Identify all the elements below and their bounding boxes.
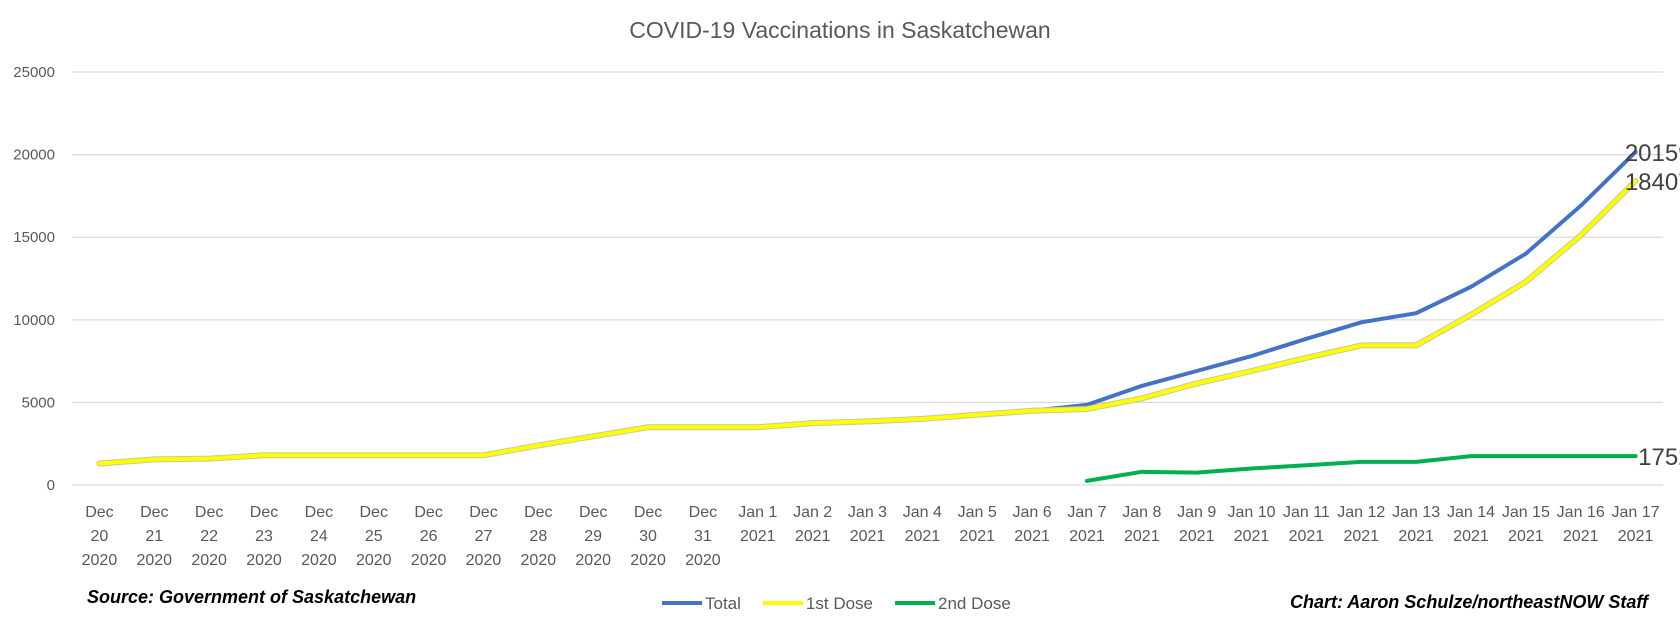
y-tick-label: 0 — [47, 477, 55, 494]
y-tick-label: 15000 — [13, 229, 55, 246]
data-labels: 2015918407 1752 — [1625, 140, 1680, 471]
x-tick-label: Jan 10 2021 — [1228, 504, 1276, 545]
legend-label-1st-dose: 1st Dose — [806, 594, 873, 613]
x-axis-ticks: Dec 20 2020 Dec 21 2020 Dec 22 2020 Dec 23 2020 Dec 2… — [82, 504, 1660, 569]
series-lines — [99, 152, 1635, 481]
source-note: Source: Government of Saskatchewan — [87, 587, 416, 607]
x-tick-label: Jan 4 2021 — [903, 504, 942, 545]
x-tick-label: Dec 23 2020 — [246, 504, 282, 569]
x-tick-label: Jan 15 2021 — [1502, 504, 1550, 545]
legend-label-2nd-dose: 2nd Dose — [938, 594, 1011, 613]
x-tick-label: Jan 8 2021 — [1122, 504, 1161, 545]
x-tick-label: Dec 29 2020 — [575, 504, 611, 569]
series-line-2nd-dose — [1087, 456, 1636, 481]
series-line-1st-dose — [99, 181, 1635, 464]
x-tick-label: Jan 5 2021 — [958, 504, 997, 545]
series-line-total — [99, 152, 1635, 464]
x-tick-label: Dec 28 2020 — [521, 504, 557, 569]
x-tick-label: Dec 27 2020 — [466, 504, 502, 569]
x-tick-label: Jan 7 2021 — [1067, 504, 1106, 545]
x-tick-label: Dec 30 2020 — [630, 504, 666, 569]
x-tick-label: Jan 12 2021 — [1337, 504, 1385, 545]
x-tick-label: Dec 31 2020 — [685, 504, 721, 569]
legend-label-total: Total — [705, 594, 741, 613]
data-label: 20159 — [1625, 140, 1680, 167]
y-tick-label: 20000 — [13, 147, 55, 164]
data-label: 18407 — [1625, 169, 1680, 196]
x-tick-label: Dec 24 2020 — [301, 504, 337, 569]
x-tick-label: Jan 6 2021 — [1013, 504, 1052, 545]
x-tick-label: Jan 3 2021 — [848, 504, 887, 545]
data-label: 1752 — [1638, 444, 1680, 471]
x-tick-label: Jan 14 2021 — [1447, 504, 1495, 545]
x-tick-label: Dec 20 2020 — [82, 504, 118, 569]
chart-credit: Chart: Aaron Schulze/northeastNOW Staff — [1290, 592, 1650, 612]
y-axis-ticks: 0 5000 10000 15000 20000 25000 — [13, 64, 55, 494]
y-tick-label: 25000 — [13, 64, 55, 81]
x-tick-label: Dec 25 2020 — [356, 504, 392, 569]
chart-title: COVID-19 Vaccinations in Saskatchewan — [629, 17, 1050, 43]
x-tick-label: Jan 17 2021 — [1612, 504, 1660, 545]
x-tick-label: Jan 1 2021 — [738, 504, 777, 545]
x-tick-label: Jan 2 2021 — [793, 504, 832, 545]
x-tick-label: Dec 22 2020 — [191, 504, 227, 569]
x-tick-label: Jan 13 2021 — [1392, 504, 1440, 545]
x-tick-label: Dec 26 2020 — [411, 504, 447, 569]
x-tick-label: Jan 11 2021 — [1283, 504, 1330, 545]
y-tick-label: 10000 — [13, 312, 55, 329]
x-tick-label: Jan 16 2021 — [1557, 504, 1605, 545]
y-tick-label: 5000 — [22, 394, 55, 411]
legend: Total 1st Dose 2nd Dose — [662, 594, 1011, 613]
x-tick-label: Dec 21 2020 — [136, 504, 172, 569]
x-tick-label: Jan 9 2021 — [1177, 504, 1216, 545]
